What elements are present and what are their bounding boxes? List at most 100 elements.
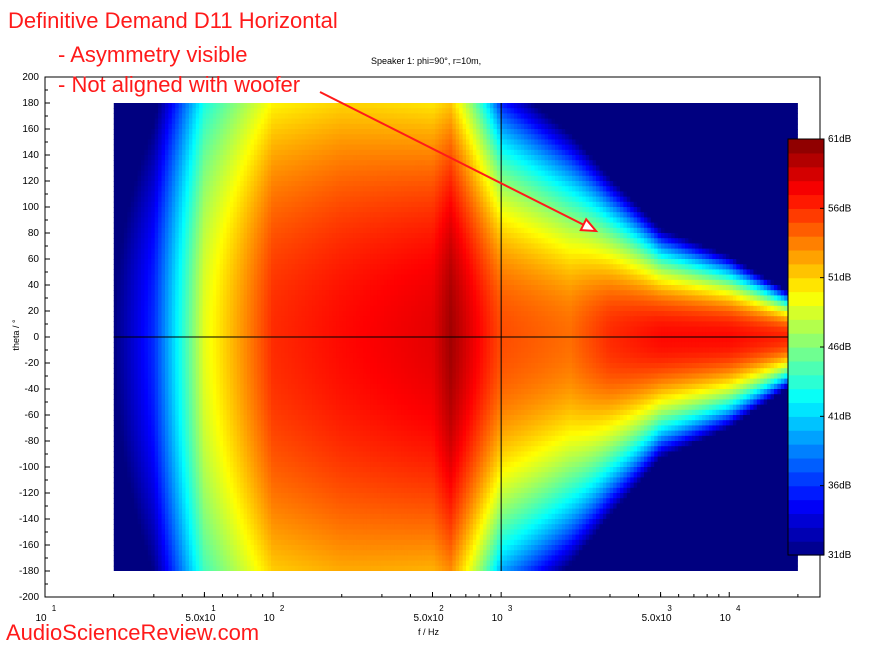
heat-cell	[274, 461, 279, 468]
heat-cell	[233, 290, 238, 296]
heat-cell	[209, 212, 214, 218]
heat-cell	[147, 248, 152, 255]
heat-cell	[236, 201, 241, 208]
heat-cell	[233, 331, 238, 338]
heat-cell	[123, 487, 128, 494]
heat-cell	[120, 222, 125, 229]
heat-cell	[298, 207, 303, 213]
heat-cell	[178, 409, 183, 416]
heat-cell	[147, 201, 152, 208]
heat-cell	[247, 550, 252, 556]
heat-cell	[281, 378, 286, 385]
heat-cell	[294, 103, 300, 109]
heat-cell	[253, 201, 258, 208]
heat-cell	[168, 368, 173, 374]
heat-cell	[137, 383, 142, 390]
heat-cell	[202, 118, 207, 125]
heat-cell	[113, 129, 118, 135]
heat-cell	[291, 181, 296, 187]
heat-cell	[212, 394, 217, 400]
heat-cell	[123, 316, 128, 322]
heat-cell	[178, 347, 183, 354]
heat-cell	[264, 529, 269, 536]
heat-cell	[219, 290, 224, 296]
heat-cell	[253, 160, 258, 166]
heat-cell	[178, 155, 183, 161]
heat-cell	[229, 383, 235, 390]
heat-cell	[168, 316, 173, 322]
heat-cell	[240, 477, 245, 484]
heat-cell	[123, 394, 128, 400]
heat-cell	[134, 253, 139, 260]
heat-cell	[243, 186, 248, 192]
heat-cell	[267, 118, 272, 125]
heat-cell	[219, 248, 224, 255]
heat-cell	[144, 498, 149, 504]
heat-cell	[223, 170, 228, 177]
heat-cell	[192, 118, 197, 125]
heat-cell	[137, 560, 142, 567]
heat-cell	[209, 139, 214, 146]
heat-cell	[277, 227, 282, 234]
heat-cell	[158, 524, 163, 530]
heat-cell	[171, 420, 176, 426]
heat-cell	[264, 248, 269, 255]
heat-cell	[257, 529, 262, 536]
heat-cell	[216, 425, 221, 432]
heat-cell	[281, 279, 286, 286]
heat-cell	[281, 524, 286, 530]
heat-cell	[154, 108, 159, 114]
heat-cell	[281, 420, 286, 426]
heat-cell	[223, 342, 228, 348]
heat-cell	[161, 545, 166, 551]
heat-cell	[113, 420, 118, 426]
heat-cell	[134, 456, 139, 463]
heat-cell	[219, 529, 224, 536]
heat-cell	[117, 269, 122, 276]
heat-cell	[178, 383, 183, 390]
heat-cell	[236, 513, 241, 520]
heat-cell	[236, 113, 241, 120]
heat-cell	[134, 446, 139, 452]
heat-cell	[250, 394, 255, 400]
heat-cell	[260, 539, 265, 546]
heat-cell	[277, 160, 282, 166]
heat-cell	[158, 186, 163, 192]
heat-cell	[127, 326, 132, 333]
heat-cell	[298, 155, 303, 161]
heat-cell	[151, 227, 156, 234]
heat-cell	[175, 181, 180, 187]
heat-cell	[209, 243, 214, 250]
heat-cell	[223, 352, 228, 359]
heat-cell	[240, 467, 245, 473]
heat-cell	[216, 331, 221, 338]
heat-cell	[188, 331, 193, 338]
heat-cell	[243, 269, 248, 276]
heat-cell	[144, 300, 149, 307]
heat-cell	[158, 420, 163, 426]
heat-cell	[185, 149, 190, 156]
heat-cell	[182, 539, 187, 546]
heat-cell	[141, 227, 146, 234]
heat-cell	[260, 181, 265, 187]
heat-cell	[113, 373, 118, 380]
heat-cell	[236, 316, 241, 322]
heat-cell	[144, 113, 149, 120]
heat-cell	[206, 534, 211, 541]
heat-cell	[123, 118, 128, 125]
heat-cell	[123, 539, 128, 546]
heat-cell	[229, 415, 235, 421]
heat-cell	[226, 259, 231, 265]
heat-cell	[219, 539, 224, 546]
heat-cell	[147, 259, 152, 265]
heat-cell	[154, 467, 159, 473]
heat-cell	[171, 300, 176, 307]
heat-cell	[229, 134, 235, 140]
heat-cell	[151, 118, 156, 125]
heat-cell	[206, 311, 211, 317]
heat-cell	[236, 394, 241, 400]
heat-cell	[158, 425, 163, 432]
heat-cell	[188, 524, 193, 530]
heat-cell	[219, 555, 224, 562]
heat-cell	[185, 233, 190, 239]
